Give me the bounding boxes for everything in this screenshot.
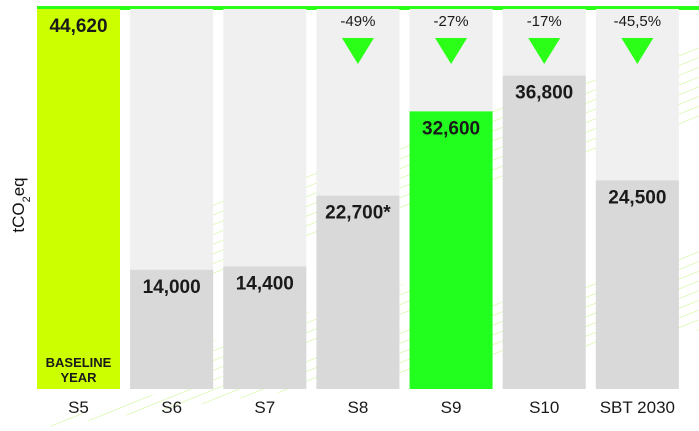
baseline-year-label: YEAR (60, 370, 97, 385)
baseline-year-label: BASELINE (46, 355, 112, 370)
bar-s8 (316, 195, 400, 389)
category-label: S10 (529, 398, 559, 417)
y-axis-label: tCO2eq (9, 177, 33, 232)
value-label: 44,620 (49, 16, 107, 37)
down-arrow-icon (621, 38, 654, 64)
value-label: 14,400 (236, 273, 294, 294)
change-label: -49% (340, 13, 375, 30)
category-label: S6 (161, 398, 182, 417)
bars (37, 9, 679, 390)
bar-sbt-2030 (595, 180, 679, 389)
top-accent-line (37, 6, 699, 10)
value-label: 24,500 (608, 187, 666, 208)
value-label: 22,700* (325, 203, 391, 224)
down-arrow-icon (435, 38, 468, 64)
change-label: -27% (434, 13, 469, 30)
bar-s10 (502, 75, 586, 390)
value-label: 14,000 (143, 277, 201, 298)
labels: 44,620 S5 14,000 S6 14,400 S7 22,700* S8 -49% 32,… (46, 13, 675, 417)
category-label: SBT 2030 (600, 398, 675, 417)
change-label: -45,5% (614, 13, 662, 30)
category-label: S7 (254, 398, 275, 417)
svg-text:tCO2eq: tCO2eq (9, 177, 33, 232)
bar-s9 (409, 111, 493, 390)
category-label: S5 (68, 398, 89, 417)
value-label: 36,800 (515, 83, 573, 104)
bar-s5 (37, 9, 120, 389)
category-label: S9 (441, 398, 462, 417)
down-arrow-icon (528, 38, 561, 64)
value-label: 32,600 (422, 118, 480, 139)
change-label: -17% (527, 13, 562, 30)
category-label: S8 (348, 398, 369, 417)
down-arrow-icon (341, 38, 374, 64)
bar-s7 (223, 266, 307, 389)
change-arrows (341, 38, 654, 64)
bar-s6 (130, 269, 214, 389)
